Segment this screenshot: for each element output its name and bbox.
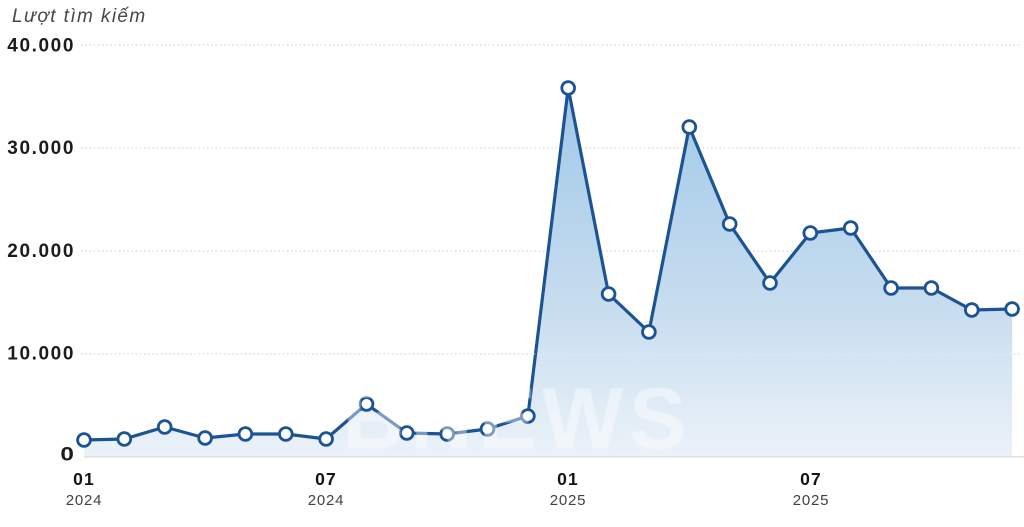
- svg-text:2025: 2025: [550, 492, 587, 509]
- svg-text:01: 01: [557, 469, 579, 489]
- svg-text:2025: 2025: [793, 492, 830, 509]
- svg-text:07: 07: [800, 469, 822, 489]
- svg-text:10.000: 10.000: [7, 343, 75, 364]
- svg-text:2024: 2024: [308, 492, 345, 509]
- svg-text:30.000: 30.000: [7, 138, 75, 159]
- svg-text:0: 0: [60, 443, 76, 465]
- svg-text:07: 07: [315, 469, 337, 489]
- svg-text:01: 01: [73, 469, 95, 489]
- svg-text:20.000: 20.000: [7, 241, 75, 262]
- svg-text:40.000: 40.000: [7, 36, 75, 57]
- svg-text:BNEWS: BNEWS: [342, 371, 692, 467]
- svg-text:2024: 2024: [66, 492, 103, 509]
- svg-text:Lượt tìm kiếm: Lượt tìm kiếm: [12, 6, 147, 27]
